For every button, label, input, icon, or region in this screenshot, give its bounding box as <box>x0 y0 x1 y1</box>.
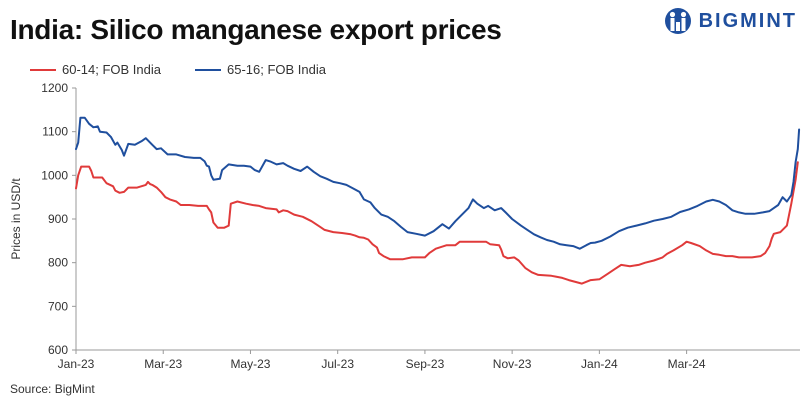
x-tick-label: May-23 <box>230 357 270 371</box>
y-tick-label: 900 <box>48 212 68 226</box>
brand-name: BIGMINT <box>698 9 797 32</box>
axis-layer: 600 700 800 900 1000 1100 1200 Jan-23 Mar-23 May-… <box>41 81 800 371</box>
x-tick-label: Jan-24 <box>581 357 618 371</box>
y-tick-label: 1000 <box>41 168 68 182</box>
x-tick-label: Nov-23 <box>493 357 532 371</box>
y-tick-label: 1200 <box>41 81 68 95</box>
legend-swatch-60-14 <box>30 68 56 71</box>
legend-label-60-14: 60-14; FOB India <box>62 62 161 77</box>
x-tick-label: Sep-23 <box>406 357 445 371</box>
chart-legend: 60-14; FOB India 65-16; FOB India <box>30 62 360 77</box>
y-tick-label: 600 <box>48 343 68 357</box>
source-note: Source: BigMint <box>10 382 95 396</box>
series-line-65-16 <box>75 116 801 250</box>
x-tick-label: Jul-23 <box>321 357 354 371</box>
legend-swatch-65-16 <box>195 68 221 71</box>
x-tick-label: Mar-24 <box>668 357 706 371</box>
brand-logo: BIGMINT <box>663 6 797 36</box>
y-tick-label: 800 <box>48 256 68 270</box>
series-line-60-14 <box>75 161 799 285</box>
y-tick-label: 700 <box>48 299 68 313</box>
legend-item-60-14: 60-14; FOB India <box>30 62 161 77</box>
chart-title: India: Silico manganese export prices <box>10 14 502 45</box>
legend-item-65-16: 65-16; FOB India <box>195 62 326 77</box>
y-tick-label: 1100 <box>42 125 68 139</box>
bigmint-logo-icon <box>664 8 691 34</box>
y-axis-title: Prices in USD/t <box>9 178 23 260</box>
x-tick-label: Jan-23 <box>58 357 95 371</box>
legend-label-65-16: 65-16; FOB India <box>227 62 326 77</box>
x-tick-label: Mar-23 <box>144 357 182 371</box>
series-layer <box>75 116 801 285</box>
